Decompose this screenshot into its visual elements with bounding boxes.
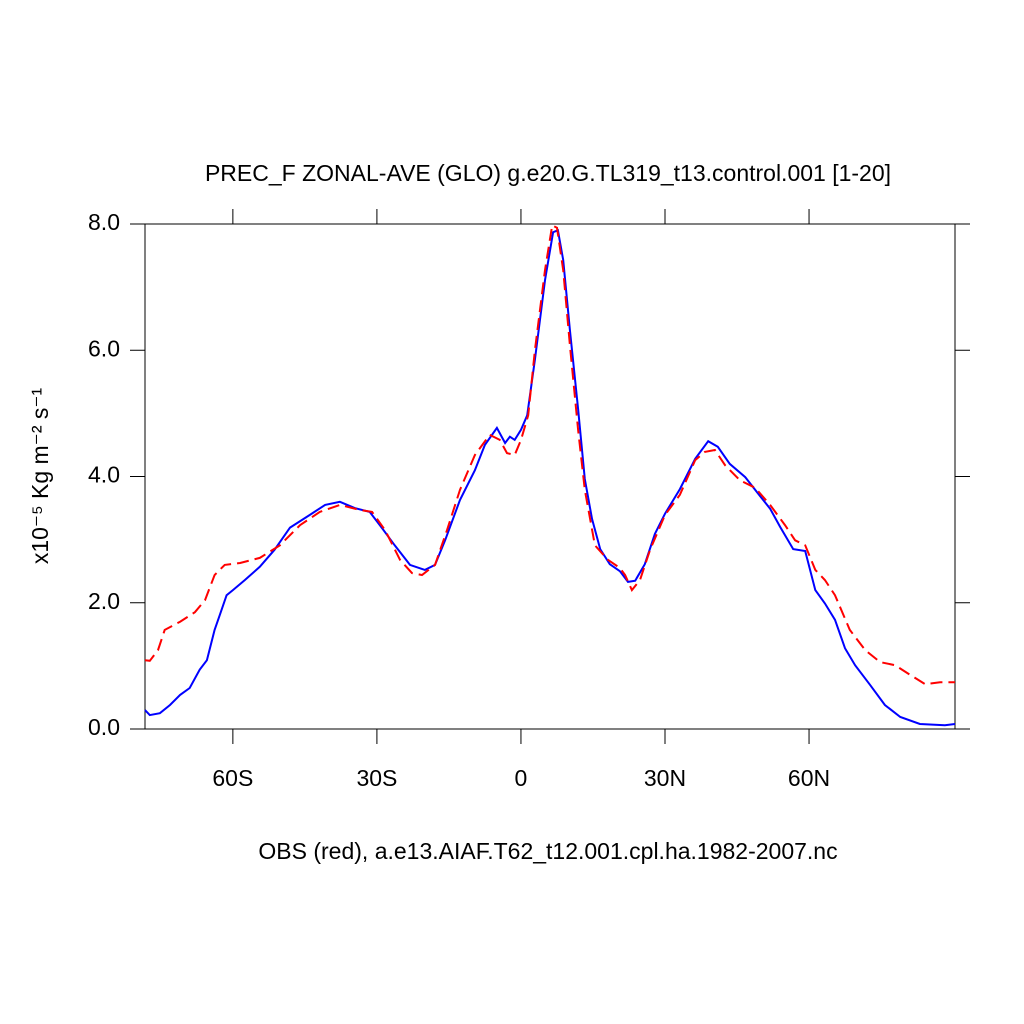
data-line [144, 228, 956, 727]
x-tick-label: 60N [788, 765, 830, 791]
y-tick-label: 6.0 [88, 335, 120, 361]
x-tick-label: 30N [644, 765, 686, 791]
y-axis-label: x10⁻⁵ Kg m⁻² s⁻¹ [27, 388, 53, 565]
x-tick-label: 30S [356, 765, 397, 791]
x-tick-label: 0 [515, 765, 528, 791]
y-tick-label: 0.0 [88, 714, 120, 740]
y-tick-label: 4.0 [88, 462, 120, 488]
x-tick-label: 60S [212, 765, 253, 791]
y-tick-label: 8.0 [88, 209, 120, 235]
x-axis-label: OBS (red), a.e13.AIAF.T62_t12.001.cpl.ha… [258, 838, 837, 864]
y-tick-label: 2.0 [88, 588, 120, 614]
chart-title: PREC_F ZONAL-AVE (GLO) g.e20.G.TL319_t13… [205, 160, 891, 186]
data-line [144, 223, 955, 686]
plot-frame [144, 223, 956, 730]
